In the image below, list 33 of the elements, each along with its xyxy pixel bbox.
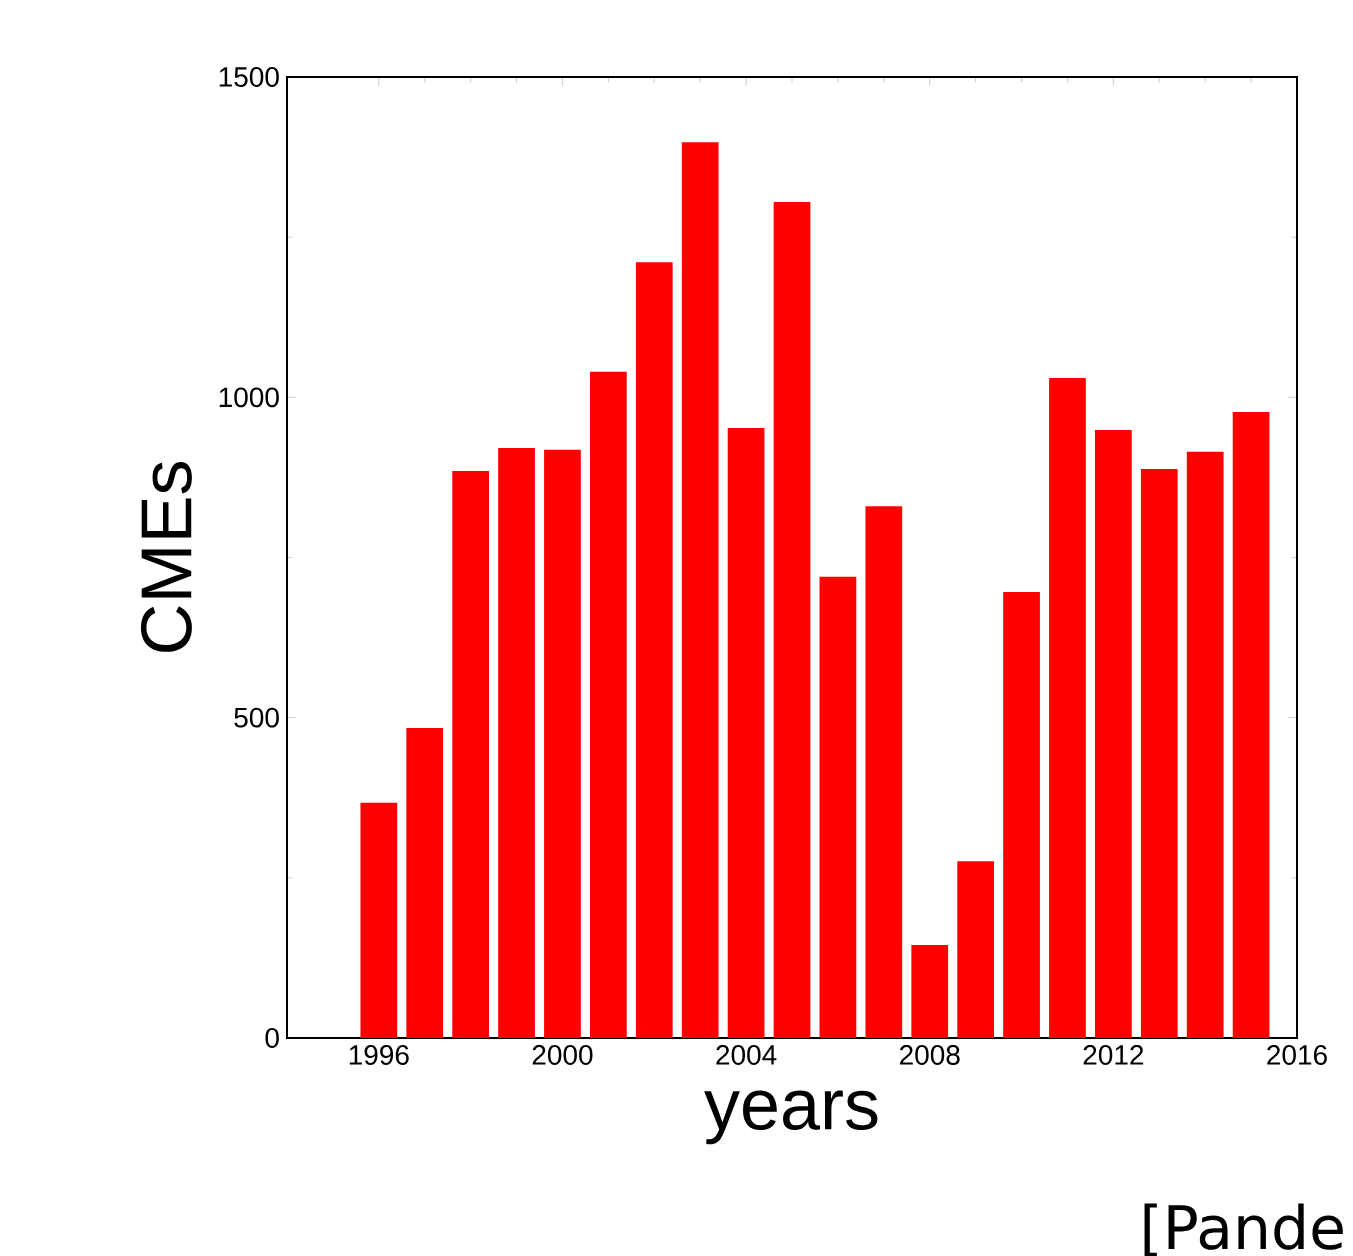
x-axis-title: years — [704, 1090, 878, 1145]
bar — [1095, 429, 1132, 1038]
bar — [498, 447, 535, 1038]
bar — [590, 371, 627, 1038]
bar — [1186, 451, 1224, 1038]
x-tick-label: 2000 — [532, 1045, 593, 1065]
bar — [1049, 378, 1086, 1038]
bar — [819, 576, 857, 1038]
x-tick-label: 2012 — [1083, 1045, 1144, 1065]
bar — [1232, 412, 1270, 1038]
bar — [957, 861, 994, 1038]
y-axis-title: CMEs — [140, 462, 192, 652]
bar — [406, 727, 444, 1038]
x-tick-label: 1996 — [349, 1045, 409, 1065]
x-tick-label: 2004 — [716, 1045, 777, 1065]
bar — [635, 262, 673, 1038]
bar — [452, 470, 489, 1038]
y-tick-label: 1000 — [219, 387, 279, 408]
bar — [865, 506, 903, 1038]
bar — [360, 802, 398, 1038]
x-tick-label: 2008 — [900, 1045, 960, 1065]
bar — [911, 945, 949, 1038]
bar — [1140, 469, 1178, 1038]
x-tick-label: 2016 — [1267, 1045, 1327, 1065]
y-tick-label: 0 — [265, 1028, 279, 1048]
bar — [727, 428, 765, 1038]
bar — [1003, 592, 1040, 1038]
y-tick-label: 1500 — [219, 67, 279, 87]
y-tick-label: 500 — [234, 707, 279, 728]
bar — [681, 142, 719, 1038]
bar — [544, 449, 581, 1038]
bar — [773, 201, 811, 1038]
text: [Pande — [1144, 1203, 1343, 1256]
